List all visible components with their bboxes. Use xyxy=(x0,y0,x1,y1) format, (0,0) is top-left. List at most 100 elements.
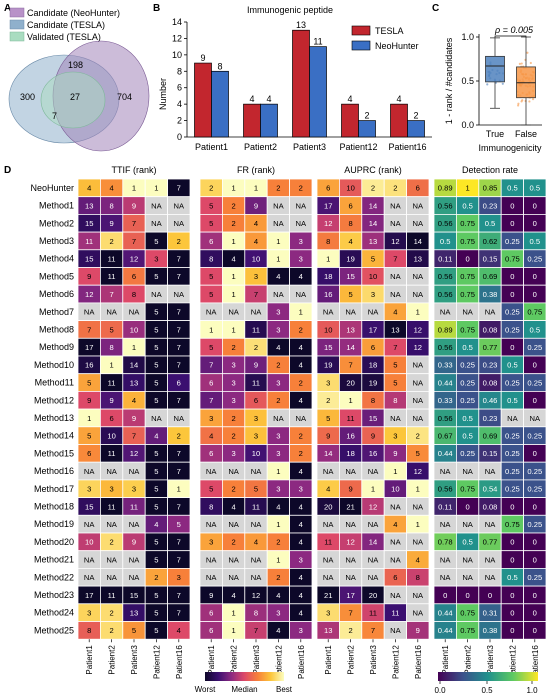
heatmap-cell-value: 0.75 xyxy=(505,520,520,529)
bar-legend-swatch xyxy=(351,40,371,51)
legend-swatch-validated xyxy=(9,31,25,42)
heatmap-cell-value: 2 xyxy=(276,538,280,547)
heatmap-cell-value: 5 xyxy=(154,467,158,476)
heatmap-cell-value: 0 xyxy=(510,290,514,299)
heatmap-cell-value: NA xyxy=(413,361,424,370)
heatmap-cell-value: 4 xyxy=(254,219,258,228)
heatmap-cell-value: 18 xyxy=(369,361,377,370)
heatmap-cell-value: NA xyxy=(440,308,451,317)
heatmap-cell-value: 0.5 xyxy=(462,431,473,440)
heatmap-cell-value: 1 xyxy=(231,184,235,193)
heatmap-cell-value: NA xyxy=(323,467,334,476)
box-jitter-point xyxy=(526,51,529,54)
heatmap-row-label: Method25 xyxy=(34,625,74,635)
heatmap-cell-value: 11 xyxy=(252,325,260,334)
heatmap-cell-value: 5 xyxy=(154,591,158,600)
heatmap-cell-value: 8 xyxy=(254,608,258,617)
heatmap-cell-value: 15 xyxy=(130,591,138,600)
heatmap-cell-value: 2 xyxy=(276,184,280,193)
heatmap-cell-value: 12 xyxy=(369,502,377,511)
heatmap-cell-value: 0.44 xyxy=(438,449,453,458)
heatmap-cell-value: 1 xyxy=(416,485,420,494)
heatmap-col-label: Patient2 xyxy=(108,645,117,675)
heatmap-cell-value: 1 xyxy=(231,237,235,246)
heatmap-cell-value: 7 xyxy=(177,361,181,370)
heatmap-cell-value: 11 xyxy=(108,449,116,458)
heatmap-cell-value: 0.25 xyxy=(527,485,542,494)
heatmap-cell-value: 0 xyxy=(510,219,514,228)
heatmap-cell-value: NA xyxy=(228,308,239,317)
bar-tesla xyxy=(292,29,310,138)
heatmap-cell-value: 5 xyxy=(154,325,158,334)
heatmap-cell-value: 5 xyxy=(416,449,420,458)
heatmap-cell-value: 8 xyxy=(132,290,136,299)
heatmap-cell-value: 9 xyxy=(348,485,352,494)
heatmap-cell-value: 0.75 xyxy=(460,290,475,299)
heatmap-cell-value: 0.44 xyxy=(438,378,453,387)
heatmap-cell-value: 1 xyxy=(276,467,280,476)
heatmap-cell-value: 4 xyxy=(276,591,280,600)
heatmap-cell-value: 10 xyxy=(130,325,138,334)
heatmap-cell-value: 7 xyxy=(177,467,181,476)
heatmap-cell-value: 9 xyxy=(109,396,113,405)
heatmap-cell-value: 4 xyxy=(299,538,303,547)
heatmap-row-label: Method13 xyxy=(34,413,74,423)
heatmap-cell-value: 3 xyxy=(109,485,113,494)
heatmap-cell-value: 0 xyxy=(510,626,514,635)
heatmap-cell-value: 18 xyxy=(324,272,332,281)
heatmap-cell-value: 9 xyxy=(109,219,113,228)
heatmap-cell-value: NA xyxy=(206,573,217,582)
heatmap-cell-value: 7 xyxy=(393,254,397,263)
heatmap-cell-value: 20 xyxy=(324,502,332,511)
heatmap-cell-value: 2 xyxy=(299,378,303,387)
bar-legend-label: TESLA xyxy=(375,26,404,36)
heatmap-cell-value: 0 xyxy=(533,591,537,600)
heatmap-col-label: Patient2 xyxy=(464,645,473,675)
box-jitter-point xyxy=(520,62,523,65)
heatmap-cell-value: 0.85 xyxy=(483,184,498,193)
heatmap-cell-value: 4 xyxy=(109,184,113,193)
heatmap-cell-value: 0 xyxy=(533,396,537,405)
heatmap-cell-value: NA xyxy=(440,467,451,476)
heatmap-cell-value: NA xyxy=(390,538,401,547)
heatmap-cell-value: 0.78 xyxy=(438,538,453,547)
heatmap-cell-value: 3 xyxy=(276,378,280,387)
heatmap-cell-value: 0 xyxy=(465,502,469,511)
heatmap-col-label: Patient3 xyxy=(369,645,378,675)
heatmap-cell-value: 14 xyxy=(130,361,138,370)
heatmap-cell-value: 1 xyxy=(348,396,352,405)
heatmap-cell-value: 3 xyxy=(326,608,330,617)
heatmap-cell-value: 0.77 xyxy=(483,538,498,547)
heatmap-cell-value: 16 xyxy=(324,290,332,299)
heatmap-cell-value: 5 xyxy=(154,396,158,405)
box-jitter-point xyxy=(486,83,489,86)
bar-x-tick-label: Patient1 xyxy=(195,142,228,152)
heatmap-cell-value: 7 xyxy=(177,272,181,281)
box-y-tick-label: 0.0 xyxy=(461,120,474,130)
heatmap-cell-value: 0.25 xyxy=(460,361,475,370)
heatmap-cell-value: 0.75 xyxy=(460,485,475,494)
heatmap-cell-value: 0.56 xyxy=(438,485,453,494)
heatmap-cell-value: NA xyxy=(174,290,185,299)
box-jitter-point xyxy=(529,61,532,65)
heatmap-cell-value: NA xyxy=(413,538,424,547)
heatmap-cell-value: 11 xyxy=(252,378,260,387)
heatmap-cell-value: NA xyxy=(273,290,284,299)
legend-label-tesla-candidate: Candidate (TESLA) xyxy=(27,20,105,30)
heatmap-cell-value: 0.44 xyxy=(438,608,453,617)
heatmap-cell-value: 6 xyxy=(209,237,213,246)
heatmap-cell-value: 8 xyxy=(109,201,113,210)
heatmap-cell-value: 6 xyxy=(209,378,213,387)
heatmap-cell-value: NA xyxy=(413,591,424,600)
bar-data-label: 13 xyxy=(296,20,306,30)
heatmap-cell-value: 0.75 xyxy=(460,272,475,281)
heatmap-cell-value: 6 xyxy=(371,343,375,352)
heatmap-cell-value: 9 xyxy=(132,201,136,210)
heatmap-cell-value: NA xyxy=(413,219,424,228)
heatmap-cell-value: 0.25 xyxy=(505,308,520,317)
heatmap-cell-value: 0.25 xyxy=(460,449,475,458)
heatmap-cell-value: 0 xyxy=(488,591,492,600)
heatmap-cell-value: 13 xyxy=(391,325,399,334)
heatmap-cell-value: 0.33 xyxy=(438,361,453,370)
heatmap-cell-value: 0 xyxy=(510,343,514,352)
